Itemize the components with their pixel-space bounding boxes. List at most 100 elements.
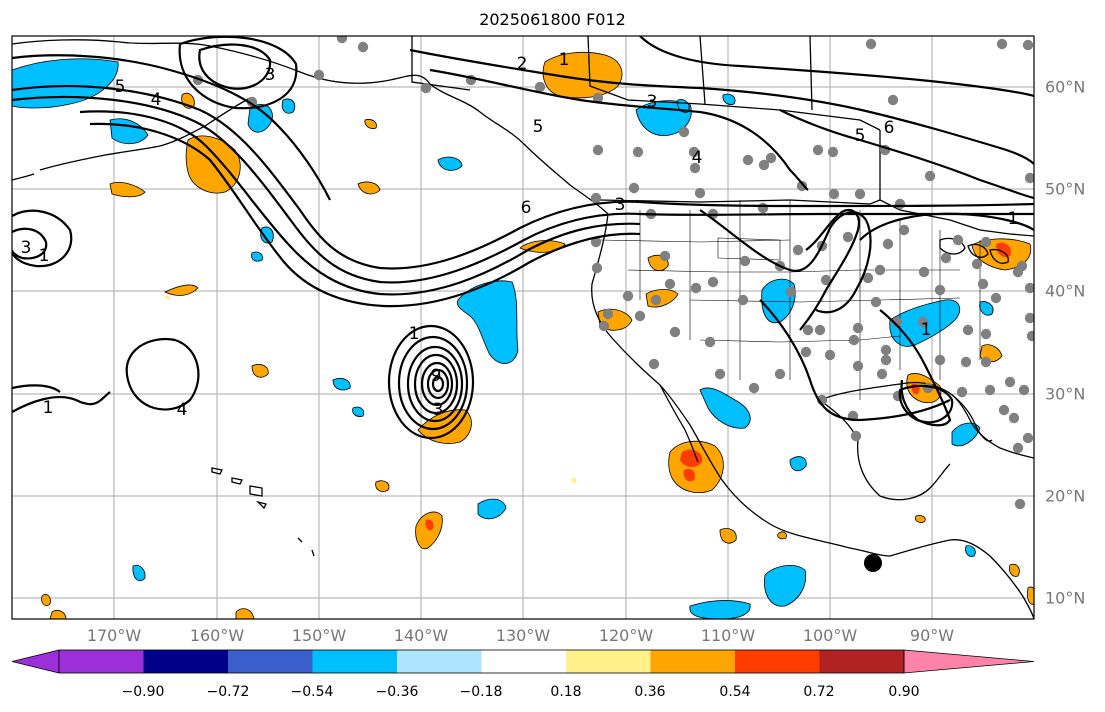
contour-label: 5 (533, 117, 544, 137)
station-marker (689, 162, 701, 174)
lat-label: 20°N (1045, 486, 1086, 506)
station-marker (1014, 498, 1026, 510)
station-marker (632, 146, 644, 158)
station-marker (678, 126, 690, 138)
colorbar-tick-label: −0.90 (121, 684, 165, 700)
station-markers (192, 36, 1034, 510)
colorbar-tick-label: 0.36 (634, 684, 666, 700)
colorbar-outline (58, 649, 905, 674)
station-marker (246, 96, 258, 108)
lat-label: 40°N (1045, 281, 1086, 301)
station-marker (737, 294, 749, 306)
colorbar-segment (397, 650, 482, 673)
station-marker (1012, 442, 1024, 454)
station-marker (592, 92, 604, 104)
station-marker (774, 368, 786, 380)
contour-label: 3 (433, 400, 444, 420)
station-marker (998, 404, 1010, 416)
station-marker (796, 180, 808, 192)
station-marker (622, 290, 634, 302)
station-marker (980, 236, 992, 248)
station-marker (996, 38, 1008, 50)
station-marker (1004, 376, 1016, 388)
station-marker (313, 69, 325, 81)
station-marker (870, 296, 882, 308)
station-marker (1022, 39, 1034, 51)
map-frame (11, 35, 1035, 620)
contour-label: 1 (559, 50, 570, 70)
lon-label: 120°W (598, 626, 654, 645)
colorbar-tick-label: −0.54 (290, 684, 334, 700)
station-marker (894, 198, 906, 210)
lon-label: 130°W (495, 626, 551, 645)
station-marker (827, 146, 839, 158)
station-marker (824, 349, 836, 361)
colorbar-segment (143, 650, 228, 673)
station-marker (940, 252, 952, 264)
station-marker (854, 188, 866, 200)
colorbar-segment (59, 650, 144, 673)
station-marker (850, 430, 862, 442)
station-marker (792, 244, 804, 256)
lon-label: 150°W (291, 626, 347, 645)
station-marker (980, 356, 992, 368)
contour-label: 3 (21, 238, 32, 258)
colorbar-extend-max (903, 649, 1035, 674)
colorbar-segment (481, 650, 566, 673)
station-marker (739, 255, 751, 267)
station-marker (918, 266, 930, 278)
station-marker (971, 258, 983, 270)
station-marker (984, 384, 996, 396)
contour-label: 9 (431, 366, 442, 386)
coastlines (12, 36, 1034, 619)
map-title: 2025061800 F012 (479, 10, 626, 29)
station-marker (814, 324, 826, 336)
contour-label: 6 (884, 118, 895, 138)
contour-lines (12, 36, 1034, 440)
colorbar-tick-label: 0.90 (888, 684, 920, 700)
contour-label: 2 (517, 54, 528, 74)
station-marker (648, 358, 660, 370)
contour-label: 1 (409, 324, 420, 344)
station-marker (962, 324, 974, 336)
station-marker (882, 238, 894, 250)
colorbar-tick-label: −0.36 (375, 684, 419, 700)
contour-label: 6 (521, 198, 532, 218)
station-marker (688, 146, 700, 158)
station-marker (1008, 412, 1020, 424)
station-marker (812, 144, 824, 156)
station-marker (1012, 266, 1024, 278)
station-marker (1018, 384, 1030, 396)
station-marker (952, 234, 964, 246)
station-marker (880, 344, 892, 356)
station-marker (659, 250, 671, 262)
station-marker (898, 224, 910, 236)
station-marker (669, 326, 681, 338)
station-marker (977, 278, 989, 290)
weak-positive-anomaly-fills (164, 295, 577, 484)
station-marker (842, 231, 854, 243)
station-marker (1026, 330, 1034, 342)
station-marker (694, 187, 706, 199)
lon-label: 110°W (700, 626, 756, 645)
colorbar-segment (228, 650, 313, 673)
colorbar-segment (735, 650, 820, 673)
contour-label: 1 (921, 320, 932, 340)
station-marker (924, 170, 936, 182)
station-marker (1024, 312, 1034, 324)
station-marker (880, 354, 892, 366)
lon-label: 100°W (802, 626, 858, 645)
station-marker (1022, 432, 1034, 444)
station-marker (785, 286, 797, 298)
station-marker (336, 36, 348, 44)
contour-label: 3 (647, 92, 658, 112)
contour-label: 4 (177, 400, 188, 420)
strong-positive-anomaly-fills (425, 242, 1011, 531)
station-marker (758, 159, 770, 171)
colorbar-segment (312, 650, 397, 673)
station-marker (934, 354, 946, 366)
station-marker (1024, 282, 1034, 294)
station-marker (748, 382, 760, 394)
